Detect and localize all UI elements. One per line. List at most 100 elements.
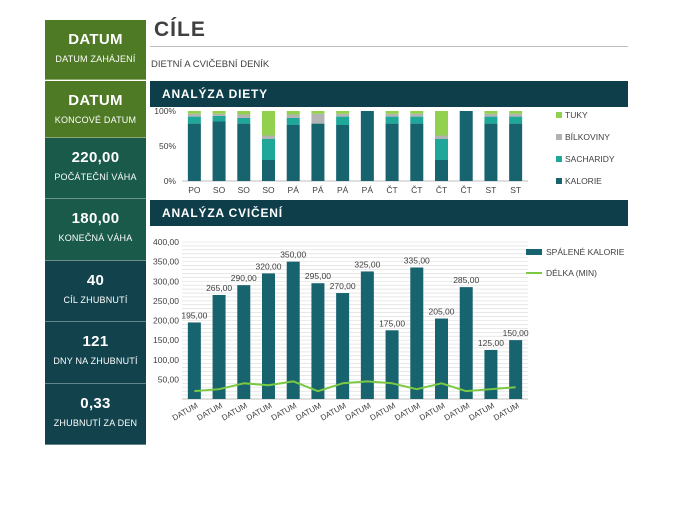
calorie-bar (286, 261, 300, 399)
legend-swatch (556, 178, 562, 184)
diet-bar-segment (336, 113, 350, 117)
calorie-bar (509, 340, 523, 399)
x-tick-label: ČT (386, 185, 397, 195)
calorie-bar (459, 287, 473, 399)
tile-value: DATUM (68, 31, 123, 48)
diet-bar-segment (212, 113, 226, 116)
x-tick-label: PÁ (288, 185, 300, 195)
diet-bar-segment (385, 111, 399, 114)
diet-bar-segment (212, 111, 226, 114)
diet-bar-segment (286, 111, 300, 115)
diet-bar-segment (435, 135, 448, 139)
y-tick-label: 50,00 (158, 374, 180, 384)
bar-data-label: 335,00 (404, 256, 430, 266)
start-weight-tile: 220,00 POČÁTEČNÍ VÁHA (45, 138, 146, 199)
y-tick-label: 200,00 (153, 316, 179, 326)
diet-bar-segment (385, 113, 399, 117)
exercise-analysis-chart: 50,00 100,00 150,00 200,00 250,00 300,00 350,0… (153, 237, 625, 423)
x-tick-label: SO (238, 185, 251, 195)
tile-label: ZHUBNUTÍ ZA DEN (53, 418, 138, 428)
x-tick-label: ČT (411, 185, 422, 195)
x-tick-label: DATUM (418, 401, 447, 423)
x-tick-label: ČT (461, 185, 472, 195)
diet-bar-segment (435, 111, 448, 136)
diet-bar-segment (212, 115, 226, 122)
tile-label: DNY NA ZHUBNUTÍ (53, 356, 138, 366)
legend-label: BÍLKOVINY (565, 132, 610, 142)
legend-label: DÉLKA (MIN) (546, 268, 597, 278)
diet-bar-segment (484, 111, 498, 114)
calorie-bar (237, 285, 251, 399)
x-tick-label: ST (485, 185, 496, 195)
diet-bar-segment (360, 111, 374, 181)
start-date-tile: DATUM DATUM ZAHÁJENÍ (45, 20, 146, 80)
calorie-bar (435, 318, 448, 399)
tile-label: DATUM ZAHÁJENÍ (55, 54, 136, 64)
x-tick-label: DATUM (368, 401, 397, 423)
calorie-bar (360, 271, 374, 399)
x-tick-label: PÁ (312, 185, 324, 195)
diet-bar-segment (237, 111, 251, 115)
diet-bar-segment (237, 123, 251, 181)
diet-bar-segment (435, 139, 448, 160)
bar-data-label: 295,00 (305, 271, 331, 281)
diet-bar-segment (410, 113, 424, 117)
diet-bar-segment (385, 123, 399, 181)
diet-analysis-header: ANALÝZA DIETY (150, 81, 628, 107)
x-tick-label: PO (188, 185, 201, 195)
calorie-bar (311, 283, 325, 399)
y-tick-label: 150,00 (153, 335, 179, 345)
calorie-bar (410, 267, 424, 399)
diet-bar-segment (509, 123, 523, 181)
x-tick-label: ST (510, 185, 521, 195)
y-tick-label: 100% (154, 107, 176, 116)
weight-goal-tile: 40 CÍL ZHUBNUTÍ (45, 261, 146, 322)
bar-data-label: 270,00 (330, 281, 356, 291)
tile-label: POČÁTEČNÍ VÁHA (54, 172, 137, 182)
title-divider (150, 46, 628, 47)
y-tick-label: 300,00 (153, 276, 179, 286)
legend-swatch (556, 156, 562, 162)
legend-label: SACHARIDY (565, 154, 615, 164)
calorie-bar (212, 294, 226, 399)
diet-bar-segment (262, 139, 275, 160)
diet-bar-segment (286, 125, 300, 181)
legend-label: TUKY (565, 110, 588, 120)
x-tick-label: DATUM (319, 401, 348, 423)
y-tick-label: 350,00 (153, 257, 179, 267)
x-tick-label: PÁ (337, 185, 349, 195)
x-tick-label: ČT (436, 185, 447, 195)
y-tick-label: 50% (159, 141, 176, 151)
diet-bar-segment (410, 111, 424, 114)
diet-bar-segment (435, 160, 448, 181)
tile-value: DATUM (68, 92, 123, 109)
calorie-bar (484, 349, 498, 399)
legend-swatch (556, 134, 562, 140)
tile-value: 40 (86, 272, 105, 289)
page-subtitle: DIETNÍ A CVIČEBNÍ DENÍK (151, 59, 270, 70)
x-tick-label: DATUM (443, 401, 472, 423)
bar-data-label: 175,00 (379, 318, 405, 328)
legend-label: SPÁLENÉ KALORIE (546, 247, 625, 257)
x-tick-label: DATUM (393, 401, 422, 423)
bar-data-label: 350,00 (280, 250, 306, 260)
legend-swatch (526, 249, 542, 255)
x-tick-label: DATUM (467, 401, 496, 423)
diet-bar-segment (311, 123, 325, 181)
tile-value: 180,00 (71, 210, 120, 227)
diet-bar-segment (484, 116, 498, 124)
x-tick-label: DATUM (492, 401, 521, 423)
y-tick-label: 100,00 (153, 355, 179, 365)
bar-data-label: 285,00 (453, 275, 479, 285)
x-tick-label: DATUM (220, 401, 249, 423)
tile-value: 121 (82, 333, 109, 350)
exercise-analysis-header: ANALÝZA CVIČENÍ (150, 200, 628, 226)
x-tick-label: SO (262, 185, 275, 195)
diet-bar-segment (286, 114, 300, 118)
tile-label: CÍL ZHUBNUTÍ (63, 295, 128, 305)
diet-bar-segment (311, 111, 325, 114)
x-tick-label: DATUM (245, 401, 274, 423)
diet-bar-segment (187, 113, 201, 117)
diet-bar-segment (212, 121, 226, 181)
diet-bar-segment (286, 118, 300, 125)
